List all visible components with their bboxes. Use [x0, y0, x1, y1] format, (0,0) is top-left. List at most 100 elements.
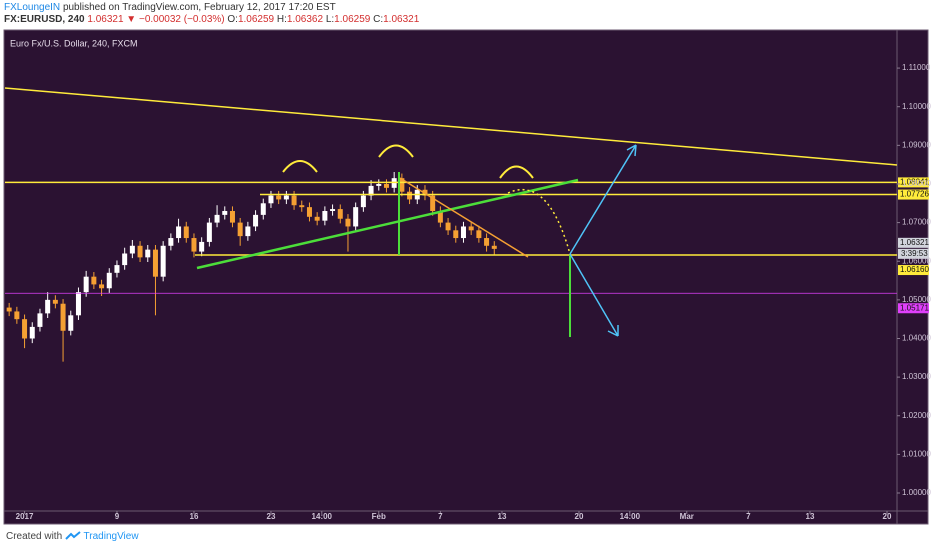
- candle-body: [52, 299, 58, 304]
- candle-body: [376, 183, 382, 186]
- x-tick-label: 7: [438, 512, 443, 521]
- candle-body: [445, 222, 451, 231]
- candle-body: [276, 195, 282, 200]
- trend-line: [399, 177, 529, 258]
- candle-body: [330, 209, 336, 212]
- candle-body: [237, 222, 243, 237]
- candle-body: [106, 272, 112, 289]
- price-label: 1.07726: [900, 190, 929, 199]
- candle-body: [6, 307, 12, 312]
- candle-body: [430, 195, 436, 212]
- countdown-bg: [898, 248, 929, 259]
- drawings: [4, 87, 898, 337]
- candle-body: [14, 311, 20, 320]
- candle-body: [291, 195, 297, 206]
- price-label: 1.06321: [900, 238, 929, 247]
- candle-body: [114, 265, 120, 273]
- candle-body: [383, 183, 389, 188]
- candle-body: [152, 249, 158, 277]
- candle-body: [183, 226, 189, 239]
- last: 1.06321: [87, 14, 124, 25]
- arc: [499, 165, 534, 179]
- price-label: 1.08041: [900, 177, 929, 186]
- candle-body: [22, 319, 28, 339]
- arrow: [569, 253, 619, 337]
- x-tick-label: 14:00: [312, 512, 333, 521]
- candle-body: [37, 313, 43, 327]
- y-tick-label: 1.08000: [902, 179, 931, 188]
- candle-body: [491, 245, 497, 249]
- y-tick-label: 1.07000: [902, 218, 931, 227]
- candle-body: [137, 245, 143, 258]
- footer: Created with TradingView: [6, 531, 139, 542]
- candle-body: [322, 211, 328, 221]
- price-label: 1.06160: [900, 265, 929, 274]
- x-tick-label: 7: [746, 512, 751, 521]
- y-tick-label: 1.10000: [902, 102, 931, 111]
- candle-body: [229, 211, 235, 223]
- arrow: ▼: [126, 14, 137, 25]
- candle-body: [68, 315, 74, 331]
- y-tick-label: 1.05000: [902, 295, 931, 304]
- candle-body: [484, 238, 490, 246]
- l-label: L:: [325, 14, 335, 25]
- header: FXLoungeIN published on TradingView.com,…: [4, 2, 419, 26]
- x-tick-label: 23: [267, 512, 276, 521]
- candle-body: [199, 241, 205, 252]
- chart-background: [3, 29, 929, 525]
- x-tick-label: 20: [883, 512, 892, 521]
- change: −0.00032 (−0.03%): [138, 14, 225, 25]
- candle-body: [437, 211, 443, 223]
- candle-body: [160, 245, 166, 277]
- x-tick-label: Mar: [680, 512, 694, 521]
- author[interactable]: FXLoungeIN: [4, 2, 61, 13]
- candle-body: [407, 191, 413, 200]
- candle-body: [468, 226, 474, 231]
- arc: [378, 144, 414, 158]
- candle-body: [306, 207, 312, 217]
- high: 1.06362: [286, 14, 324, 25]
- candle-body: [60, 303, 66, 331]
- price-label-bg: [898, 189, 929, 200]
- candle-body: [191, 238, 197, 252]
- x-tick-label: 13: [498, 512, 507, 521]
- candle-body: [353, 207, 359, 227]
- candle-body: [99, 284, 105, 289]
- price-label-bg: [898, 237, 929, 248]
- x-tick-label: 20: [575, 512, 584, 521]
- levels: 1.08041 1.07726 1.06321 3:39:53 1.06160 1.051…: [5, 177, 929, 314]
- candle-body: [283, 195, 289, 200]
- candle-body: [145, 249, 151, 258]
- x-tick-label: Feb: [372, 512, 386, 521]
- y-tick-label: 1.11000: [902, 63, 931, 72]
- y-tick-label: 1.03000: [902, 372, 931, 381]
- published: published on TradingView.com, February 1…: [62, 2, 336, 13]
- price-label-bg: [898, 303, 929, 314]
- countdown: 3:39:53: [901, 249, 928, 258]
- axes: 1.11000 1.10000 1.09000 1.08000 1.07000 1.060…: [16, 63, 932, 521]
- candle-body: [222, 211, 228, 215]
- candle-body: [260, 203, 266, 215]
- y-tick-label: 1.06000: [902, 256, 931, 265]
- y-tick-label: 1.02000: [902, 411, 931, 420]
- symbol: FX:EURUSD, 240: [4, 14, 85, 25]
- candle-body: [476, 230, 482, 239]
- candle-body: [314, 216, 320, 221]
- header-line: FXLoungeIN published on TradingView.com,…: [4, 2, 419, 14]
- open: 1.06259: [237, 14, 275, 25]
- low: 1.06259: [334, 14, 371, 25]
- candle-body: [268, 195, 274, 204]
- trend-line: [196, 178, 579, 270]
- created-with: Created with: [6, 531, 63, 542]
- close: 1.06321: [383, 14, 420, 25]
- trend-line: [4, 87, 898, 166]
- candle-body: [345, 218, 351, 227]
- y-tick-label: 1.04000: [902, 334, 931, 343]
- candle-body: [245, 226, 251, 237]
- y-tick-label: 1.00000: [902, 488, 931, 497]
- candle-body: [399, 178, 405, 192]
- candle-body: [45, 299, 51, 314]
- price-label-bg: [898, 265, 929, 276]
- candle-body: [29, 326, 35, 339]
